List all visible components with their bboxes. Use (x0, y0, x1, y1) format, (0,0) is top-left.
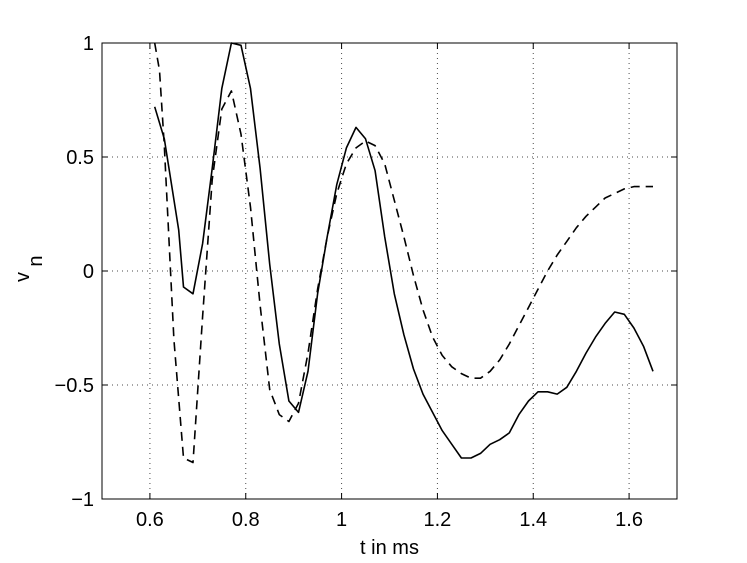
x-tick-label: 0.8 (232, 509, 260, 531)
y-tick-label: 0 (83, 261, 94, 283)
y-axis-label-subscript: n (25, 255, 47, 266)
x-tick-label: 1.2 (424, 509, 452, 531)
x-tick-label: 0.6 (136, 509, 164, 531)
x-tick-label: 1 (336, 509, 347, 531)
y-tick-label: 1 (83, 33, 94, 55)
grid (102, 42, 677, 500)
x-tick-label: 1.6 (615, 509, 643, 531)
ticks (102, 42, 677, 500)
tick-labels: 0.6 0.8 1 1.2 1.4 1.6 1 0.5 0 −0.5 −1 (55, 33, 643, 531)
plot-frame (101, 42, 678, 500)
x-axis-label: t in ms (360, 537, 419, 559)
series-group (153, 42, 654, 464)
y-axis-label-main: v (12, 272, 34, 282)
y-tick-label: −1 (71, 489, 94, 511)
y-tick-label: 0.5 (66, 147, 94, 169)
y-axis-label: v (12, 272, 34, 282)
series-line-solid (153, 42, 654, 459)
series-line-dashed (153, 42, 653, 464)
y-tick-label: −0.5 (55, 375, 94, 397)
x-tick-label: 1.4 (519, 509, 547, 531)
